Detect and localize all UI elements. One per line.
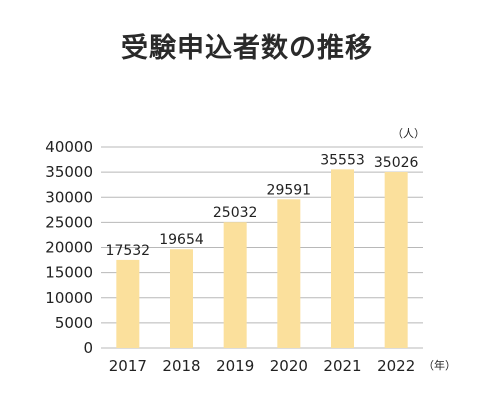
bar xyxy=(331,169,354,348)
y-tick-label: 35000 xyxy=(45,163,93,181)
x-axis-ticks: 2017 2018 2019 2020 2021 2022 xyxy=(109,357,416,375)
x-tick-label: 2019 xyxy=(216,357,254,375)
y-tick-label: 20000 xyxy=(45,239,93,257)
data-label: 17532 xyxy=(106,243,151,259)
y-tick-label: 25000 xyxy=(45,213,93,231)
grid-lines xyxy=(101,146,423,349)
bar xyxy=(384,171,408,348)
chart-title: 受験申込者数の推移 xyxy=(121,33,373,64)
x-unit-label: （年） xyxy=(423,358,456,372)
y-tick-label: 30000 xyxy=(45,188,93,206)
data-label: 35553 xyxy=(320,152,365,168)
y-unit-label: （人） xyxy=(392,127,425,140)
y-tick-label: 5000 xyxy=(55,314,93,332)
bar xyxy=(223,222,247,348)
data-label: 25032 xyxy=(213,205,258,221)
data-label: 29591 xyxy=(267,182,312,198)
x-tick-label: 2022 xyxy=(377,357,415,375)
y-tick-label: 40000 xyxy=(45,138,93,156)
y-tick-label: 15000 xyxy=(45,264,93,282)
x-tick-label: 2018 xyxy=(162,357,200,375)
y-axis-ticks: 0 5000 10000 15000 20000 25000 30000 35000 40000 xyxy=(45,138,93,357)
data-label: 19654 xyxy=(159,232,204,248)
bar xyxy=(116,259,140,348)
bar xyxy=(170,249,193,348)
y-tick-label: 0 xyxy=(83,339,93,357)
x-tick-label: 2020 xyxy=(270,357,308,375)
bar xyxy=(277,199,301,348)
bars xyxy=(116,169,408,348)
data-label: 35026 xyxy=(374,155,419,171)
y-tick-label: 10000 xyxy=(45,289,93,307)
data-labels: 17532 19654 25032 29591 35553 35026 xyxy=(106,152,419,259)
x-tick-label: 2017 xyxy=(109,357,147,375)
x-tick-label: 2021 xyxy=(323,357,361,375)
